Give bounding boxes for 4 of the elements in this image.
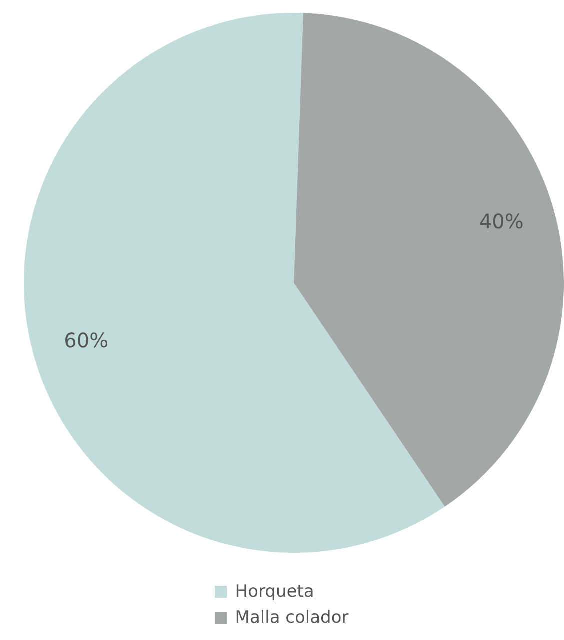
legend-label: Malla colador: [235, 608, 349, 628]
legend-label: Horqueta: [235, 582, 314, 602]
data-label: 40%: [479, 210, 524, 234]
data-label: 60%: [64, 328, 109, 353]
